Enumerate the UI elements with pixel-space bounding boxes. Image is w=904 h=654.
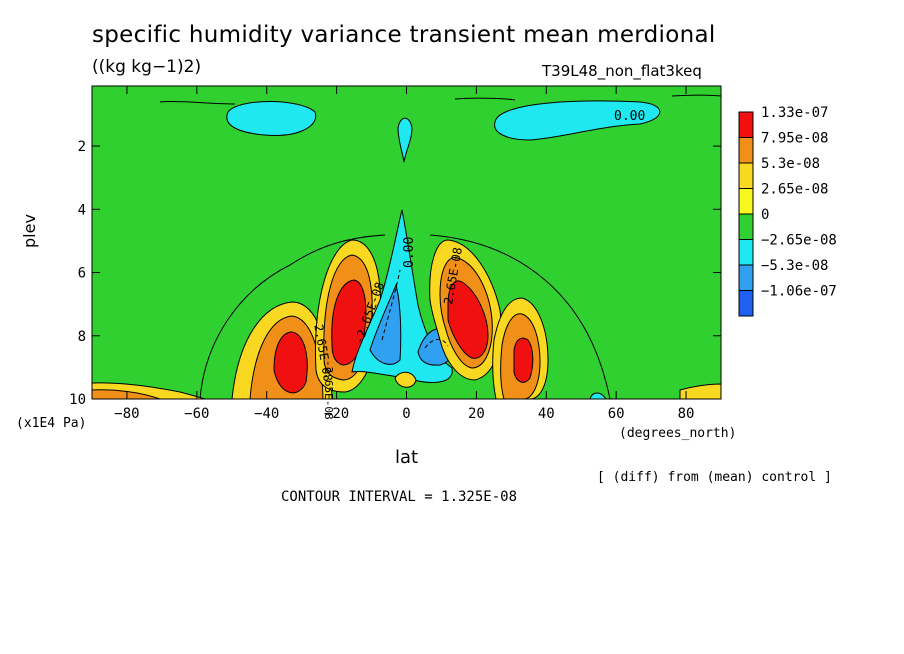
legend-swatch (738, 111, 754, 138)
contour-region-bottom-right (679, 383, 721, 399)
x-tick-label: 80 (678, 406, 695, 422)
contour-line-neg-dashed-2 (424, 339, 449, 349)
x-tick-label: −60 (184, 406, 209, 422)
x-tick-label: −80 (114, 406, 139, 422)
legend-label: −2.65e-08 (761, 233, 837, 249)
y-axis: 2 4 6 8 10 (69, 139, 721, 408)
contour-region-neg-upper-left (226, 101, 317, 136)
legend-label: 5.3e-08 (761, 156, 820, 172)
y-axis-units: (x1E4 Pa) (16, 416, 87, 431)
contour-interval: CONTOUR INTERVAL = 1.325E-08 (281, 489, 518, 505)
contour-region-nh-inner-red (447, 280, 489, 359)
diff-note: [ (diff) from (mean) control ] (597, 470, 832, 485)
contour-label-top-right: 0.00 (614, 109, 645, 124)
x-tick-label: 20 (468, 406, 485, 422)
legend-label: 0 (761, 207, 769, 223)
chart-title: specific humidity variance transient mea… (92, 22, 716, 48)
contour-line-outer-north (429, 234, 611, 399)
y-tick-label: 6 (78, 266, 86, 282)
legend-label: 1.33e-07 (761, 105, 828, 121)
contour-region-sh-inner-red (331, 279, 367, 366)
x-axis: −80 −60 −40 −20 0 20 40 60 80 (114, 86, 694, 422)
x-axis-units: (degrees_north) (619, 426, 737, 441)
legend-label: 7.95e-08 (761, 131, 828, 147)
legend-swatch (738, 137, 754, 164)
x-tick-label: −20 (324, 406, 349, 422)
contour-region-neg-upper-right (494, 100, 661, 141)
contour-line-outer-south (199, 234, 386, 399)
legend-swatch (738, 290, 754, 317)
legend-swatch (738, 264, 754, 291)
x-tick-label: 40 (538, 406, 555, 422)
x-tick-label: 0 (402, 406, 410, 422)
x-axis-label: lat (395, 447, 419, 468)
legend-label: 2.65e-08 (761, 182, 828, 198)
x-tick-label: −40 (254, 406, 279, 422)
contour-label-center: 0.00 (402, 237, 417, 268)
y-tick-label: 4 (78, 202, 86, 218)
contour-region-bottom-center (394, 371, 417, 388)
contour-region-nh-outer-red (513, 337, 534, 383)
legend-label: −1.06e-07 (761, 284, 837, 300)
legend-label: −5.3e-08 (761, 258, 828, 274)
contour-line-top-left (159, 100, 236, 105)
contour-region-sh-outer-red (273, 331, 308, 394)
legend-swatch (738, 162, 754, 189)
y-tick-label: 8 (78, 329, 86, 345)
contour-line-top-right (454, 97, 516, 101)
run-label: T39L48_non_flat3keq (542, 62, 702, 80)
units-label: ((kg kg−1)2) (92, 57, 202, 77)
contour-line-neg-dashed-1 (381, 269, 401, 341)
legend-swatch (738, 213, 754, 240)
y-tick-label: 10 (69, 392, 86, 408)
x-tick-label: 60 (608, 406, 625, 422)
contour-region-neg-top-center (397, 117, 413, 163)
contour-region-neg-central-blue (369, 283, 402, 365)
legend-swatch (738, 188, 754, 215)
y-tick-label: 2 (78, 139, 86, 155)
colorbar-legend: 1.33e-07 7.95e-08 5.3e-08 2.65e-08 0 −2.65e-0… (738, 105, 837, 317)
contour-label-sh-3: -2.65E-08 (322, 360, 335, 420)
contour-line-top-far-right (671, 94, 721, 97)
legend-swatch (738, 239, 754, 266)
